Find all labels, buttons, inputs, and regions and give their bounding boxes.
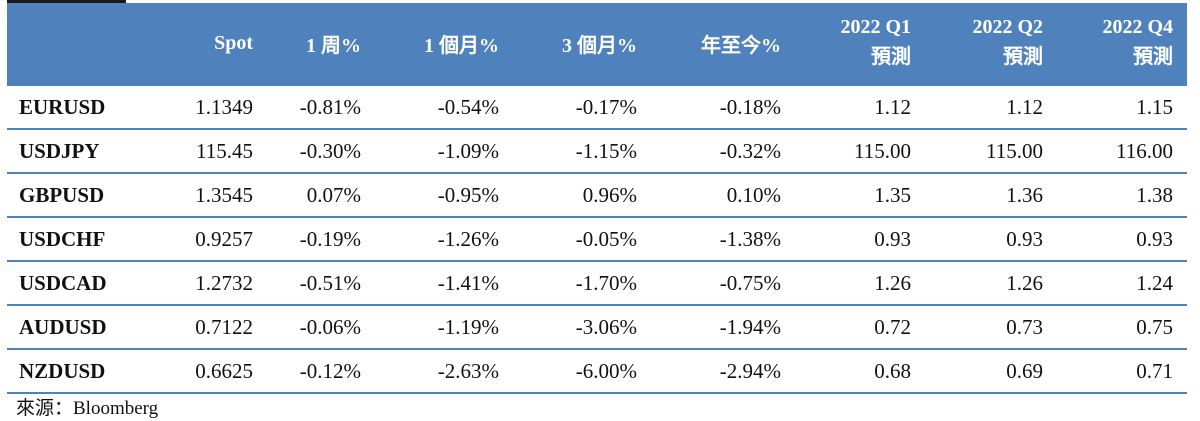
header-cell-ytd: 年至今% bbox=[651, 3, 795, 85]
forecast-q1-cell: 0.68 bbox=[874, 358, 911, 383]
change-3m-cell: -6.00% bbox=[575, 358, 637, 383]
change-3m-cell: -1.70% bbox=[575, 270, 637, 295]
spot-cell: 0.7122 bbox=[195, 314, 253, 339]
header-cell-3m: 3 個月% bbox=[513, 3, 651, 85]
header-q2-label: 2022 Q2 bbox=[972, 16, 1043, 38]
header-q2-sublabel: 預測 bbox=[1003, 46, 1043, 68]
pair-cell: AUDUSD bbox=[19, 314, 107, 339]
table-row: GBPUSD 1.3545 0.07% -0.95% 0.96% 0.10% 1… bbox=[7, 173, 1187, 217]
pair-cell: EURUSD bbox=[19, 94, 106, 119]
spot-cell: 0.9257 bbox=[195, 226, 253, 251]
table-row: EURUSD 1.1349 -0.81% -0.54% -0.17% -0.18… bbox=[7, 85, 1187, 129]
forecast-q2-cell: 0.73 bbox=[1006, 314, 1043, 339]
change-1m-cell: -0.95% bbox=[437, 182, 499, 207]
change-1m-cell: -2.63% bbox=[437, 358, 499, 383]
change-1m-cell: -0.54% bbox=[437, 94, 499, 119]
forecast-q1-cell: 1.35 bbox=[874, 182, 911, 207]
table-row: NZDUSD 0.6625 -0.12% -2.63% -6.00% -2.94… bbox=[7, 349, 1187, 393]
change-1m-cell: -1.19% bbox=[437, 314, 499, 339]
pair-cell: GBPUSD bbox=[19, 182, 105, 207]
top-tab-mark bbox=[7, 0, 126, 3]
change-1m-cell: -1.41% bbox=[437, 270, 499, 295]
forecast-q4-cell: 1.38 bbox=[1136, 182, 1173, 207]
change-ytd-cell: -1.38% bbox=[719, 226, 781, 251]
forecast-q4-cell: 0.93 bbox=[1136, 226, 1173, 251]
change-1m-cell: -1.09% bbox=[437, 138, 499, 163]
header-cell-q1: 2022 Q1 預測 bbox=[795, 3, 925, 85]
spot-cell: 1.1349 bbox=[195, 94, 253, 119]
forecast-q2-cell: 0.69 bbox=[1006, 358, 1043, 383]
spot-cell: 115.45 bbox=[196, 138, 253, 163]
header-q4-label: 2022 Q4 bbox=[1102, 16, 1173, 38]
table-row: AUDUSD 0.7122 -0.06% -1.19% -3.06% -1.94… bbox=[7, 305, 1187, 349]
forecast-q2-cell: 1.26 bbox=[1006, 270, 1043, 295]
header-cell-1m: 1 個月% bbox=[375, 3, 513, 85]
pair-cell: USDJPY bbox=[19, 138, 100, 163]
header-cell-1w: 1 周% bbox=[267, 3, 375, 85]
forecast-q2-cell: 1.36 bbox=[1006, 182, 1043, 207]
fx-forecast-table: Spot 1 周% 1 個月% 3 個月% 年至今% 2022 Q1 預測 20… bbox=[7, 3, 1187, 394]
header-ytd-label: 年至今% bbox=[701, 35, 781, 57]
header-cell-spot: Spot bbox=[165, 3, 267, 85]
header-cell-q2: 2022 Q2 預測 bbox=[925, 3, 1057, 85]
change-1m-cell: -1.26% bbox=[437, 226, 499, 251]
forecast-q1-cell: 0.93 bbox=[874, 226, 911, 251]
change-3m-cell: -0.05% bbox=[575, 226, 637, 251]
forecast-q4-cell: 1.15 bbox=[1136, 94, 1173, 119]
forecast-q4-cell: 0.71 bbox=[1136, 358, 1173, 383]
forecast-q4-cell: 0.75 bbox=[1136, 314, 1173, 339]
change-1w-cell: -0.06% bbox=[299, 314, 361, 339]
header-cell-q4: 2022 Q4 預測 bbox=[1057, 3, 1187, 85]
forecast-q2-cell: 1.12 bbox=[1006, 94, 1043, 119]
table-row: USDCAD 1.2732 -0.51% -1.41% -1.70% -0.75… bbox=[7, 261, 1187, 305]
table-header-row: Spot 1 周% 1 個月% 3 個月% 年至今% 2022 Q1 預測 20… bbox=[7, 3, 1187, 85]
spot-cell: 0.6625 bbox=[195, 358, 253, 383]
table-row: USDJPY 115.45 -0.30% -1.09% -1.15% -0.32… bbox=[7, 129, 1187, 173]
spot-cell: 1.2732 bbox=[195, 270, 253, 295]
change-1w-cell: -0.81% bbox=[299, 94, 361, 119]
header-q4-sublabel: 預測 bbox=[1133, 46, 1173, 68]
pair-cell: USDCAD bbox=[19, 270, 107, 295]
change-3m-cell: -0.17% bbox=[575, 94, 637, 119]
change-3m-cell: -1.15% bbox=[575, 138, 637, 163]
change-3m-cell: -3.06% bbox=[575, 314, 637, 339]
forecast-q1-cell: 1.26 bbox=[874, 270, 911, 295]
header-3m-label: 3 個月% bbox=[562, 35, 637, 57]
forecast-q2-cell: 115.00 bbox=[986, 138, 1043, 163]
header-1m-label: 1 個月% bbox=[424, 35, 499, 57]
header-q1-sublabel: 預測 bbox=[871, 46, 911, 68]
change-1w-cell: -0.30% bbox=[299, 138, 361, 163]
pair-cell: NZDUSD bbox=[19, 358, 106, 383]
change-1w-cell: 0.07% bbox=[306, 182, 361, 207]
header-cell-pair bbox=[7, 3, 165, 85]
forecast-q2-cell: 0.93 bbox=[1006, 226, 1043, 251]
change-1w-cell: -0.19% bbox=[299, 226, 361, 251]
spot-cell: 1.3545 bbox=[195, 182, 253, 207]
change-1w-cell: -0.51% bbox=[299, 270, 361, 295]
forecast-q4-cell: 116.00 bbox=[1116, 138, 1173, 163]
change-3m-cell: 0.96% bbox=[582, 182, 637, 207]
change-ytd-cell: -0.32% bbox=[719, 138, 781, 163]
header-spot-label: Spot bbox=[214, 32, 253, 54]
table-row: USDCHF 0.9257 -0.19% -1.26% -0.05% -1.38… bbox=[7, 217, 1187, 261]
forecast-q1-cell: 0.72 bbox=[874, 314, 911, 339]
forecast-q1-cell: 115.00 bbox=[854, 138, 911, 163]
change-ytd-cell: -1.94% bbox=[719, 314, 781, 339]
source-note: 來源：Bloomberg bbox=[16, 398, 159, 419]
header-q1-label: 2022 Q1 bbox=[840, 16, 911, 38]
forecast-q4-cell: 1.24 bbox=[1136, 270, 1173, 295]
forecast-q1-cell: 1.12 bbox=[874, 94, 911, 119]
change-ytd-cell: 0.10% bbox=[726, 182, 781, 207]
pair-cell: USDCHF bbox=[19, 226, 106, 251]
change-ytd-cell: -0.18% bbox=[719, 94, 781, 119]
change-ytd-cell: -2.94% bbox=[719, 358, 781, 383]
change-1w-cell: -0.12% bbox=[299, 358, 361, 383]
header-1w-label: 1 周% bbox=[306, 35, 361, 57]
change-ytd-cell: -0.75% bbox=[719, 270, 781, 295]
